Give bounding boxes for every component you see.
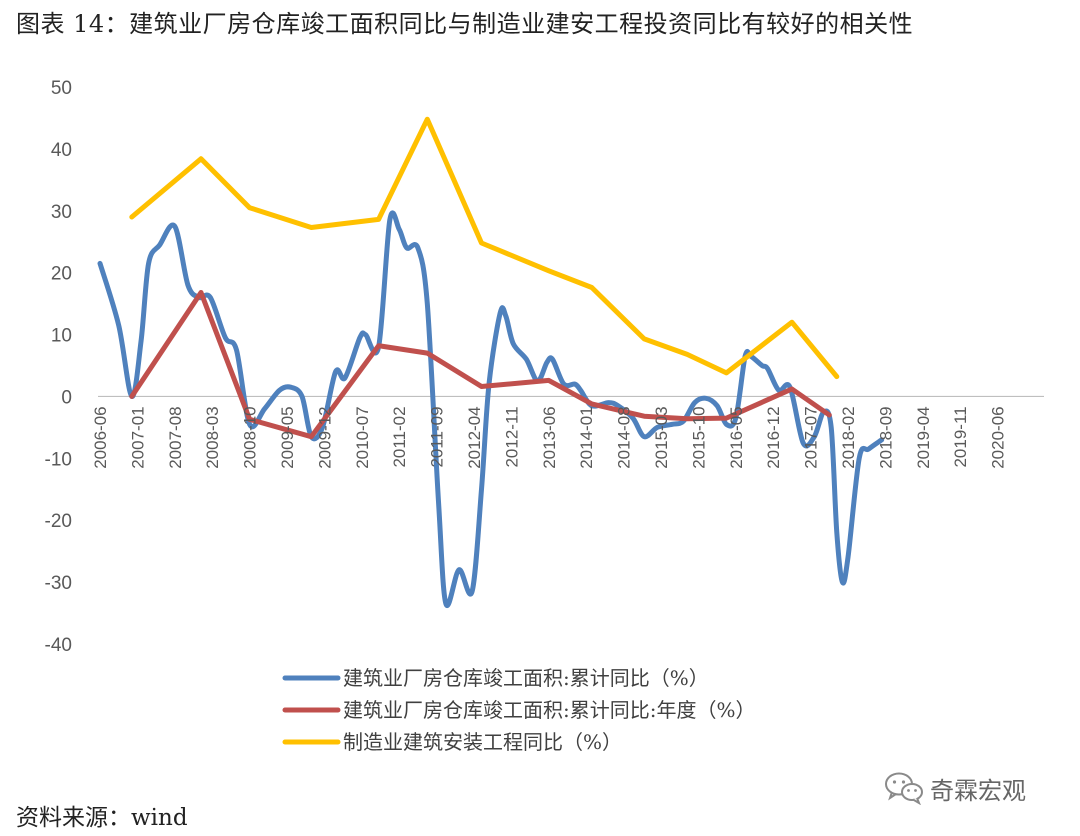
x-tick-label: 2014-01 — [577, 406, 596, 468]
y-tick-label: 30 — [51, 202, 72, 223]
x-axis-ticks: 2006-06 2007-01 2007-08 2008-03 2008-10 2009-… — [91, 406, 1008, 468]
x-tick-label: 2007-08 — [166, 406, 185, 468]
x-tick-label: 2007-01 — [128, 406, 147, 468]
x-tick-label: 2011-02 — [390, 406, 409, 467]
x-tick-label: 2011-09 — [428, 406, 447, 467]
legend-label: 建筑业厂房仓库竣工面积:累计同比:年度（%） — [343, 698, 755, 722]
source-note: 资料来源：wind — [16, 805, 188, 831]
y-tick-label: -40 — [45, 635, 72, 656]
series-line-annual — [129, 290, 832, 440]
y-tick-label: 20 — [51, 264, 72, 285]
x-tick-label: 2008-10 — [241, 406, 260, 468]
series-line-completed-area — [97, 210, 885, 609]
legend-label: 制造业建筑安装工程同比（%） — [343, 730, 622, 754]
x-tick-label: 2015-10 — [689, 406, 708, 468]
x-tick-label: 2018-02 — [839, 406, 858, 468]
x-tick-label: 2010-07 — [353, 406, 372, 468]
y-tick-label: 50 — [51, 78, 72, 99]
x-tick-label: 2006-06 — [91, 406, 110, 468]
wechat-logo-icon — [885, 772, 923, 805]
x-tick-label: 2018-09 — [876, 406, 895, 468]
x-tick-label: 2017-07 — [802, 406, 821, 468]
y-tick-label: 0 — [61, 387, 72, 408]
watermark-text: 奇霖宏观 — [930, 776, 1026, 805]
y-axis-ticks: 50 40 30 20 10 0 -10 -20 -30 -40 — [45, 78, 72, 656]
x-tick-label: 2016-12 — [764, 406, 783, 468]
y-tick-label: -30 — [45, 573, 72, 594]
x-tick-label: 2012-11 — [502, 406, 521, 467]
x-tick-label: 2008-03 — [203, 406, 222, 468]
x-tick-label: 2009-05 — [278, 406, 297, 468]
series-lines — [97, 116, 885, 609]
x-tick-label: 2014-08 — [615, 406, 634, 468]
legend-label: 建筑业厂房仓库竣工面积:累计同比（%） — [343, 666, 709, 690]
x-tick-label: 2019-11 — [951, 406, 970, 467]
x-tick-label: 2020-06 — [989, 406, 1008, 468]
x-tick-label: 2013-06 — [540, 406, 559, 468]
x-tick-label: 2009-12 — [315, 406, 334, 468]
y-tick-label: 10 — [51, 326, 72, 347]
x-tick-label: 2012-04 — [465, 406, 484, 468]
watermark: 奇霖宏观 — [884, 770, 1026, 806]
legend: 建筑业厂房仓库竣工面积:累计同比（%） 建筑业厂房仓库竣工面积:累计同比:年度（… — [282, 666, 755, 754]
x-tick-label: 2016-05 — [727, 406, 746, 468]
page-title: 图表 14：建筑业厂房仓库竣工面积同比与制造业建安工程投资同比有较好的相关性 — [16, 10, 914, 38]
x-tick-label: 2019-04 — [914, 406, 933, 468]
series-line-install-investment — [129, 116, 840, 380]
x-tick-label: 2015-03 — [652, 406, 671, 468]
y-tick-label: -10 — [45, 449, 72, 470]
y-tick-label: 40 — [51, 140, 72, 161]
y-tick-label: -20 — [45, 511, 72, 532]
